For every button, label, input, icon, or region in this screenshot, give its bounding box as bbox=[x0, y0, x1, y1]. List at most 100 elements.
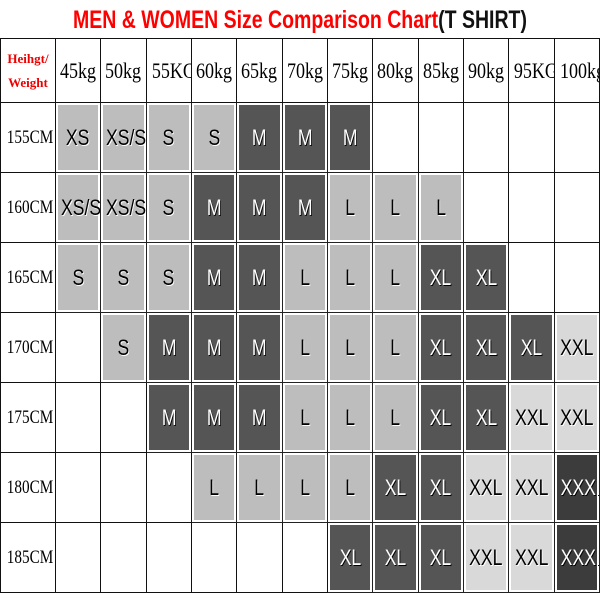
size-cell: XL bbox=[462, 382, 510, 453]
size-cell: M bbox=[190, 242, 238, 313]
weight-header: 45kg bbox=[54, 38, 102, 103]
size-label: XL bbox=[384, 474, 407, 500]
size-label: XS/S bbox=[106, 194, 147, 220]
size-label: S bbox=[162, 194, 175, 220]
size-cell: L bbox=[372, 242, 419, 313]
size-cell: L bbox=[372, 382, 419, 453]
size-cell: M bbox=[236, 172, 283, 243]
size-label: XS bbox=[66, 124, 90, 150]
table-row: 185CM XL XL XL XXL XXL XXXL bbox=[0, 522, 600, 593]
height-label: 160CM bbox=[0, 172, 56, 243]
empty-cell bbox=[462, 102, 510, 173]
size-cell: M bbox=[190, 312, 238, 383]
height-label: 180CM bbox=[0, 452, 56, 523]
height-text: 160CM bbox=[6, 196, 54, 218]
size-label: M bbox=[252, 334, 267, 360]
size-cell: S bbox=[100, 312, 147, 383]
size-cell: XS/S bbox=[100, 172, 147, 243]
size-cell: L bbox=[372, 172, 419, 243]
empty-cell bbox=[100, 452, 147, 523]
size-cell: XS/S bbox=[54, 172, 102, 243]
size-cell: L bbox=[417, 172, 464, 243]
size-cell: M bbox=[281, 172, 328, 243]
size-cell: M bbox=[236, 382, 283, 453]
size-label: L bbox=[299, 334, 310, 360]
size-cell: S bbox=[145, 172, 192, 243]
size-label: XXL bbox=[469, 544, 503, 570]
size-label: L bbox=[390, 334, 401, 360]
size-label: XXL bbox=[514, 404, 549, 430]
title-main: MEN & WOMEN Size Comparison Chart bbox=[73, 6, 439, 34]
size-label: XL bbox=[430, 474, 452, 500]
weight-header: 75kg bbox=[326, 38, 374, 103]
size-label: XXL bbox=[514, 474, 549, 500]
size-cell: XL bbox=[417, 242, 464, 313]
title-suffix: (T SHIRT) bbox=[438, 6, 527, 34]
weight-label: 95KG bbox=[514, 57, 555, 83]
size-cell: XL bbox=[417, 382, 464, 453]
size-cell: XXL bbox=[553, 312, 600, 383]
empty-cell bbox=[236, 522, 283, 593]
weight-header: 80kg bbox=[372, 38, 419, 103]
size-cell: L bbox=[281, 242, 328, 313]
empty-cell bbox=[100, 522, 147, 593]
size-cell: S bbox=[100, 242, 147, 313]
size-label: S bbox=[72, 264, 85, 290]
size-label: XL bbox=[520, 334, 543, 360]
size-cell: XL bbox=[508, 312, 555, 383]
size-cell: XXL bbox=[508, 452, 555, 523]
weight-header: 50kg bbox=[100, 38, 147, 103]
height-label: 185CM bbox=[0, 522, 56, 593]
size-cell: XL bbox=[372, 522, 419, 593]
size-label: XL bbox=[475, 334, 497, 360]
empty-cell bbox=[462, 172, 510, 243]
size-cell: XS bbox=[54, 102, 102, 173]
empty-cell bbox=[508, 102, 555, 173]
size-label: M bbox=[252, 124, 267, 150]
size-label: XS/S bbox=[61, 194, 101, 220]
size-label: S bbox=[208, 124, 221, 150]
size-cell: M bbox=[145, 312, 192, 383]
size-cell: L bbox=[326, 172, 374, 243]
size-label: L bbox=[299, 404, 310, 430]
weight-header: 90kg bbox=[462, 38, 510, 103]
table-row: 155CM XS XS/S S S M M M bbox=[0, 102, 600, 173]
size-cell: XL bbox=[462, 312, 510, 383]
height-text: 185CM bbox=[6, 546, 54, 568]
size-label: L bbox=[299, 474, 310, 500]
size-cell: M bbox=[236, 242, 283, 313]
size-cell: XL bbox=[417, 522, 464, 593]
size-label: L bbox=[299, 264, 310, 290]
size-label: XXL bbox=[469, 474, 503, 500]
corner-line-2: Weight bbox=[8, 74, 48, 90]
size-cell: M bbox=[190, 172, 238, 243]
empty-cell bbox=[54, 312, 102, 383]
size-label: M bbox=[206, 264, 222, 290]
size-cell: L bbox=[372, 312, 419, 383]
size-label: L bbox=[345, 264, 356, 290]
size-cell: L bbox=[190, 452, 238, 523]
size-cell: XL bbox=[417, 452, 464, 523]
size-cell: XL bbox=[326, 522, 374, 593]
size-cell: XXXL bbox=[553, 522, 600, 593]
size-label: M bbox=[297, 124, 313, 150]
size-label: S bbox=[162, 264, 175, 290]
empty-cell bbox=[553, 102, 600, 173]
empty-cell bbox=[508, 242, 555, 313]
weight-header: 60kg bbox=[190, 38, 238, 103]
weight-header: 95KG bbox=[508, 38, 555, 103]
size-cell: L bbox=[326, 312, 374, 383]
empty-cell bbox=[508, 172, 555, 243]
size-table: Heihgt/ Weight 45kg 50kg 55KG 60kg 65kg 70kg 7… bbox=[0, 38, 600, 593]
weight-label: 70kg bbox=[286, 57, 323, 83]
size-cell: XXL bbox=[508, 382, 555, 453]
size-label: XXL bbox=[560, 334, 594, 360]
size-label: L bbox=[390, 194, 401, 220]
weight-header: 70kg bbox=[281, 38, 328, 103]
empty-cell bbox=[145, 452, 192, 523]
weight-label: 65kg bbox=[241, 57, 278, 83]
size-cell: L bbox=[326, 382, 374, 453]
size-cell: S bbox=[145, 242, 192, 313]
size-cell: L bbox=[236, 452, 283, 523]
table-row: 175CM M M M L L L XL XL XXL XXL bbox=[0, 382, 600, 453]
